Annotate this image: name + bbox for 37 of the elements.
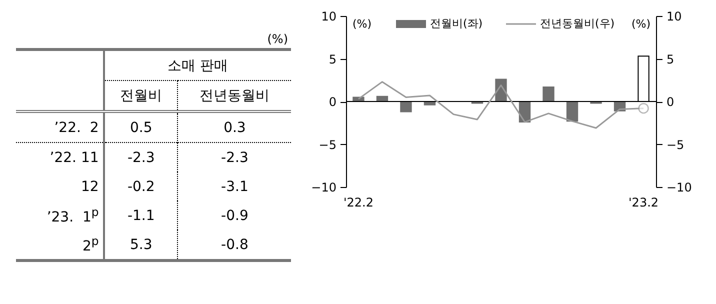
category-label: 2$^{p}$ — [16, 230, 104, 260]
y2-tick-label: 10 — [666, 10, 682, 24]
category-label: ’22. 11 — [16, 142, 104, 172]
legend-label: 전월비(좌) — [430, 17, 483, 30]
y2-tick-label: −10 — [666, 180, 692, 194]
category-label: ’22. 2 — [16, 112, 104, 142]
data-label: -2.3 — [220, 148, 250, 168]
data-label: -0.8 — [220, 236, 250, 254]
x-tick-label: '23.2 — [628, 196, 659, 210]
data-label: 5.3 — [104, 230, 178, 260]
text: 소매 판매 — [104, 50, 291, 80]
data-label: 0.5 — [104, 112, 178, 142]
x-tick-label: '22.2 — [343, 196, 374, 210]
data-label: -1.1 — [104, 201, 178, 230]
y-tick-label: 10 — [321, 10, 336, 24]
text: (%) — [267, 32, 288, 46]
text: 전월비 — [104, 80, 178, 112]
y-tick-label: −10 — [311, 180, 336, 194]
y-tick-label: 0 — [328, 95, 336, 109]
bar — [542, 86, 554, 102]
bar — [400, 101, 412, 112]
y-tick-label: 5 — [328, 52, 336, 66]
y2-axis-title: (%) — [631, 18, 650, 30]
y2-tick-label: 0 — [666, 95, 674, 109]
legend-label: 전년동월비(우) — [540, 17, 615, 30]
y2-tick-label: 5 — [666, 52, 674, 66]
text: 전년동월비 — [198, 86, 271, 106]
y-tick-label: −5 — [318, 138, 336, 152]
data-label: -0.9 — [220, 206, 250, 226]
y2-tick-label: −5 — [666, 138, 684, 152]
data-label: 0.3 — [222, 118, 247, 138]
data-label: -3.1 — [220, 178, 250, 196]
category-label: ’23. 1$^{p}$ — [16, 201, 104, 230]
y-axis-title: (%) — [352, 18, 372, 30]
data-label: -0.2 — [104, 172, 178, 201]
data-label: -2.3 — [104, 142, 178, 172]
category-label: 12 — [16, 172, 104, 201]
